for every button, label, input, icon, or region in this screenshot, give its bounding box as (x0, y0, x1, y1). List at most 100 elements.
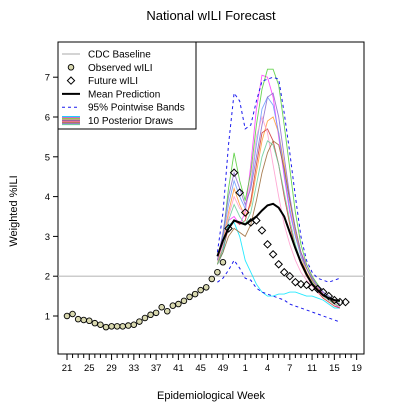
future-point (224, 224, 233, 233)
legend: CDC Baseline Observed wILI Future wILI Mean… (57, 41, 197, 130)
future-point (252, 216, 261, 225)
future-point (285, 271, 295, 281)
observed-point (74, 315, 82, 323)
y-tick-label: 2 (45, 272, 50, 283)
observed-point (147, 311, 154, 319)
observed-point (186, 293, 193, 301)
legend-item: 95% Pointwise Bands (62, 103, 185, 114)
legend-symbol-diamond (66, 76, 76, 85)
future-point (335, 297, 345, 307)
observed-point (125, 322, 132, 329)
observed-point (119, 323, 126, 330)
observed-wili-points (63, 259, 227, 331)
posterior-draws (216, 68, 341, 309)
legend-label: 95% Pointwise Bands (88, 103, 185, 114)
legend-label: Future wILI (88, 76, 138, 87)
future-point (229, 168, 239, 178)
legend-box (57, 41, 197, 130)
posterior-draw-line (216, 221, 340, 309)
legend-label: Observed wILI (88, 63, 152, 74)
observed-point (130, 321, 138, 329)
observed-point (169, 302, 177, 309)
observed-point (69, 310, 76, 318)
observed-point (113, 323, 121, 330)
y-tick-label: 6 (45, 113, 50, 124)
lower-band-line (217, 259, 341, 323)
y-tick-label: 7 (45, 73, 50, 84)
legend-item: Future wILI (66, 76, 138, 87)
x-tick-label: 15 (329, 363, 340, 374)
observed-point (102, 323, 110, 331)
observed-point (214, 268, 221, 276)
x-tick-label: 37 (151, 363, 162, 374)
observed-point (91, 319, 99, 327)
future-point (302, 280, 311, 290)
future-point (291, 277, 300, 287)
observed-point (80, 316, 87, 324)
observed-point (180, 297, 188, 305)
observed-point (141, 314, 149, 322)
x-tick-label: 11 (307, 363, 317, 374)
future-point (318, 287, 328, 297)
x-tick-label: 33 (129, 363, 140, 374)
legend-symbol-circle (67, 64, 75, 71)
plot-frame (57, 41, 365, 355)
y-tick-label: 3 (45, 232, 50, 243)
posterior-draw-line (216, 74, 341, 309)
chart-title: National wILI Forecast (146, 8, 276, 23)
observed-point (197, 286, 204, 294)
legend-item: Mean Prediction (62, 89, 160, 100)
x-tick-label: 49 (218, 363, 229, 374)
x-tick-label: 29 (106, 363, 117, 374)
y-axis: 1 2 3 4 5 6 7 (45, 73, 58, 323)
y-axis-title: Weighted %ILI (8, 175, 20, 246)
future-point (268, 250, 278, 259)
future-point (296, 279, 306, 289)
future-point (313, 284, 322, 294)
x-tick-label: 4 (265, 363, 270, 374)
y-tick-label: 5 (45, 152, 50, 163)
x-tick-label: 19 (351, 363, 362, 374)
future-wili-points (224, 168, 350, 307)
future-point (279, 267, 289, 277)
future-point (257, 226, 267, 235)
posterior-draw-line (216, 140, 341, 307)
legend-label: Mean Prediction (88, 89, 160, 100)
posterior-draw-line (216, 92, 341, 305)
observed-point (202, 284, 210, 291)
observed-point (152, 309, 160, 317)
observed-point (136, 318, 143, 325)
legend-item: Observed wILI (67, 63, 152, 74)
observed-point (191, 290, 199, 298)
future-point (330, 295, 339, 305)
future-point (240, 208, 250, 217)
observed-point (108, 323, 115, 330)
x-axis: 21 25 29 33 37 41 45 49 1 4 7 11 15 19 (62, 354, 362, 374)
y-tick-label: 4 (45, 192, 50, 203)
observed-point (158, 303, 165, 311)
future-point (263, 240, 272, 249)
x-tick-label: 41 (173, 363, 184, 374)
x-tick-label: 7 (287, 363, 292, 374)
y-tick-label: 1 (45, 312, 50, 323)
observed-point (208, 275, 216, 283)
observed-point (175, 300, 182, 308)
observed-point (97, 321, 104, 329)
future-point (235, 188, 244, 197)
legend-item: CDC Baseline (62, 50, 151, 61)
x-tick-label: 45 (195, 363, 206, 374)
observed-point (219, 259, 227, 266)
observed-point (86, 317, 93, 325)
future-point (307, 283, 317, 292)
x-tick-label: 21 (62, 363, 73, 374)
future-point (341, 297, 350, 307)
future-point (274, 259, 283, 269)
posterior-draw-line (216, 115, 341, 305)
x-axis-title: Epidemiological Week (157, 390, 266, 402)
legend-label: CDC Baseline (88, 50, 151, 61)
observed-point (164, 307, 171, 315)
x-tick-label: 1 (243, 363, 248, 374)
future-point (324, 291, 334, 301)
legend-item: 10 Posterior Draws (62, 116, 173, 127)
